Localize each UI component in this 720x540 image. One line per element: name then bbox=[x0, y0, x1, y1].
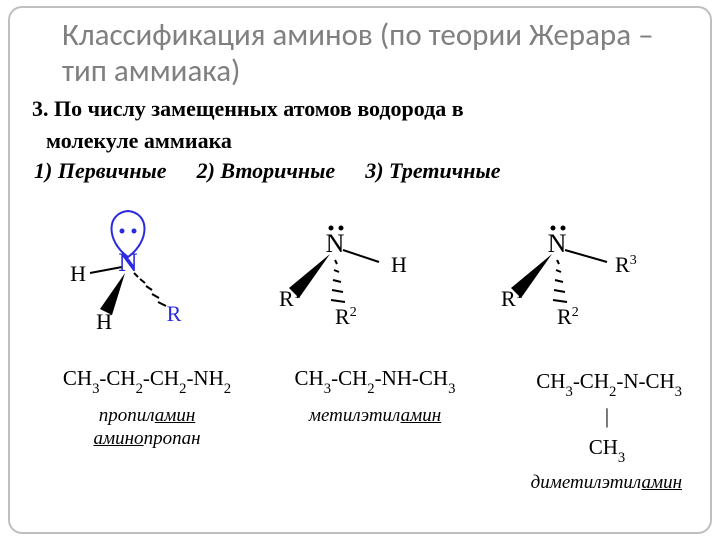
sub-h: H bbox=[391, 252, 407, 277]
name-2: метилэтиламин bbox=[265, 405, 485, 428]
subtitle-line2: молекуле аммиака bbox=[32, 127, 688, 155]
category-row: 1) Первичные 2) Вторичные 3) Третичные bbox=[32, 158, 688, 184]
category-2: 2) Вторичные bbox=[197, 158, 336, 184]
slide-title: Классификация аминов (по теории Жерара –… bbox=[32, 18, 688, 89]
sub-h1: H bbox=[70, 261, 86, 286]
name-1: пропиламин аминопропан bbox=[32, 405, 262, 451]
subtitle-line1: 3. По числу замещенных атомов водорода в bbox=[32, 95, 688, 123]
sub-r2b: R2 bbox=[557, 304, 579, 329]
atom-n2: N bbox=[326, 229, 345, 258]
slide-frame: Классификация аминов (по теории Жерара –… bbox=[8, 6, 712, 534]
sub-h2: H bbox=[96, 309, 112, 334]
diagram-primary: N H H R bbox=[48, 197, 218, 357]
sub-r1b: R1 bbox=[501, 286, 523, 311]
category-1: 1) Первичные bbox=[34, 158, 167, 184]
name-3: диметилэтиламин bbox=[488, 472, 682, 495]
col-1: CH3-CH2-CH2-NH2 пропиламин аминопропан bbox=[32, 366, 262, 451]
formula-row: CH3-CH2-CH2-NH2 пропиламин аминопропан C… bbox=[32, 366, 688, 495]
diagram-row: N H H R N R1 R2 H bbox=[32, 192, 688, 362]
atom-n3: N bbox=[548, 229, 567, 258]
col-2: CH3-CH2-NH-CH3 метилэтиламин bbox=[265, 366, 485, 428]
sub-r1: R1 bbox=[279, 286, 301, 311]
sub-r3: R3 bbox=[615, 252, 637, 277]
col-3: CH3-CH2-N-CH3 | CH3 диметилэтиламин bbox=[488, 366, 688, 495]
formula-3: CH3-CH2-N-CH3 | CH3 bbox=[488, 366, 682, 466]
atom-n: N bbox=[119, 248, 138, 277]
formula-2: CH3-CH2-NH-CH3 bbox=[265, 366, 485, 395]
formula-1: CH3-CH2-CH2-NH2 bbox=[32, 366, 262, 395]
category-3: 3) Третичные bbox=[365, 158, 500, 184]
sub-r2: R2 bbox=[335, 304, 357, 329]
diagram-secondary: N R1 R2 H bbox=[250, 202, 440, 352]
diagram-tertiary: N R1 R2 R3 bbox=[472, 202, 672, 352]
sub-r: R bbox=[167, 301, 182, 326]
